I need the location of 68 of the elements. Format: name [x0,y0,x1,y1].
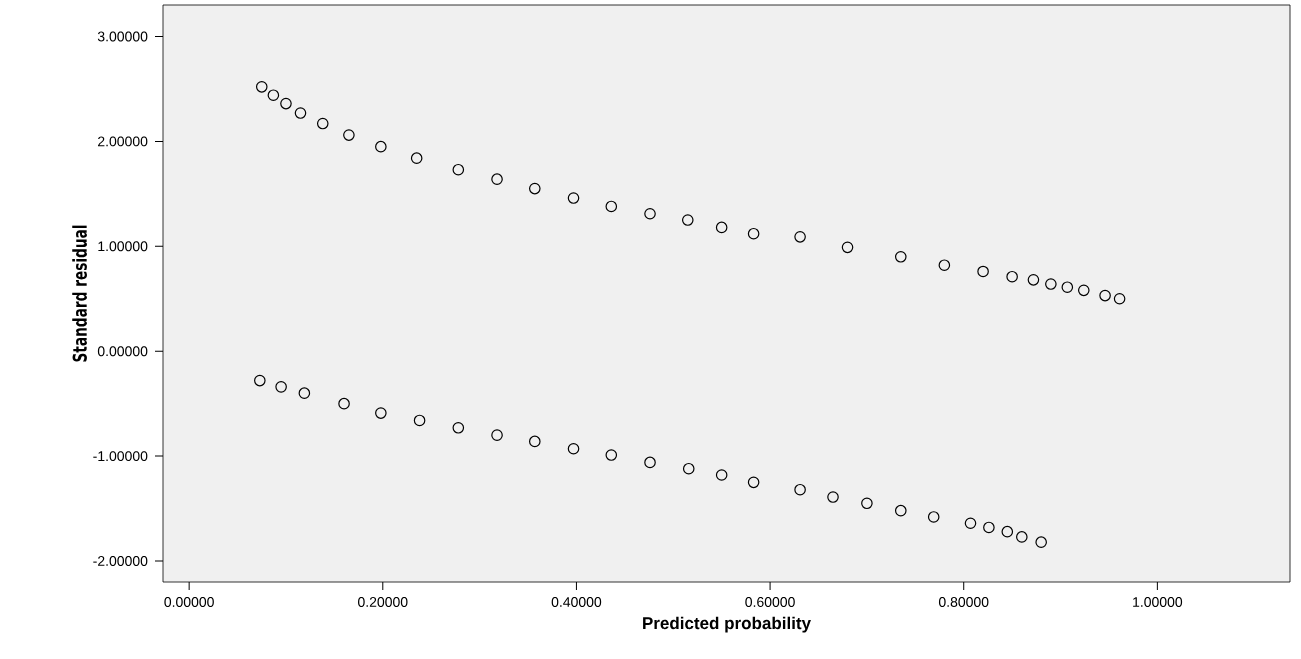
point [452,163,465,176]
point [927,511,940,523]
y-axis-title: Standard residual [72,225,87,362]
point [375,407,387,419]
point [681,214,694,226]
point [491,173,503,185]
y-tick-label: 3.00000 [97,31,148,42]
point [267,89,280,102]
point [491,429,503,441]
x-tick-label: 0.40000 [551,597,602,607]
point [316,117,329,130]
point [452,421,465,434]
point [410,152,423,164]
point [375,140,387,153]
point [338,397,350,410]
point [682,462,695,475]
point [567,442,580,455]
point [644,207,656,220]
point [715,221,728,234]
point [1061,281,1074,294]
y-tick-label: -1.00000 [93,451,148,462]
y-tick-label: -2.00000 [93,556,148,566]
point [1016,531,1028,543]
point [1027,274,1040,286]
point [977,265,989,278]
point [529,182,541,195]
point [280,97,292,110]
point [1001,525,1014,538]
point [605,200,618,213]
x-axis-title: Predicted probability [643,616,811,633]
point [644,456,656,469]
point [275,381,287,393]
point [343,129,355,141]
point [1045,278,1057,290]
x-tick-label: 0.80000 [938,597,989,607]
point [1113,292,1126,305]
x-tick-label: 0.20000 [358,597,408,607]
point [794,231,806,243]
point [298,387,311,399]
point [254,374,266,387]
x-tick-label: 0.00000 [164,597,214,607]
point [938,259,951,271]
x-tick-label: 1.00000 [1133,597,1183,607]
point [715,469,728,481]
point [894,504,907,517]
point [529,435,541,448]
y-tick-label: 0.00000 [97,346,148,357]
y-tick-label: 1.00000 [98,241,148,252]
point [841,241,854,254]
point [794,483,806,496]
point [983,521,995,534]
point [894,250,907,263]
point [1077,284,1090,297]
point [964,517,977,530]
point [1006,270,1018,283]
point [567,192,580,204]
point [861,497,873,510]
point [255,81,268,93]
point [747,476,760,489]
point [413,414,426,427]
x-tick-label: 0.60000 [745,597,795,607]
point [294,107,307,119]
point [605,449,618,461]
point [1099,289,1111,302]
point [1035,536,1047,548]
point [747,227,760,240]
y-tick-label: 2.00000 [98,136,148,147]
point [827,491,839,503]
